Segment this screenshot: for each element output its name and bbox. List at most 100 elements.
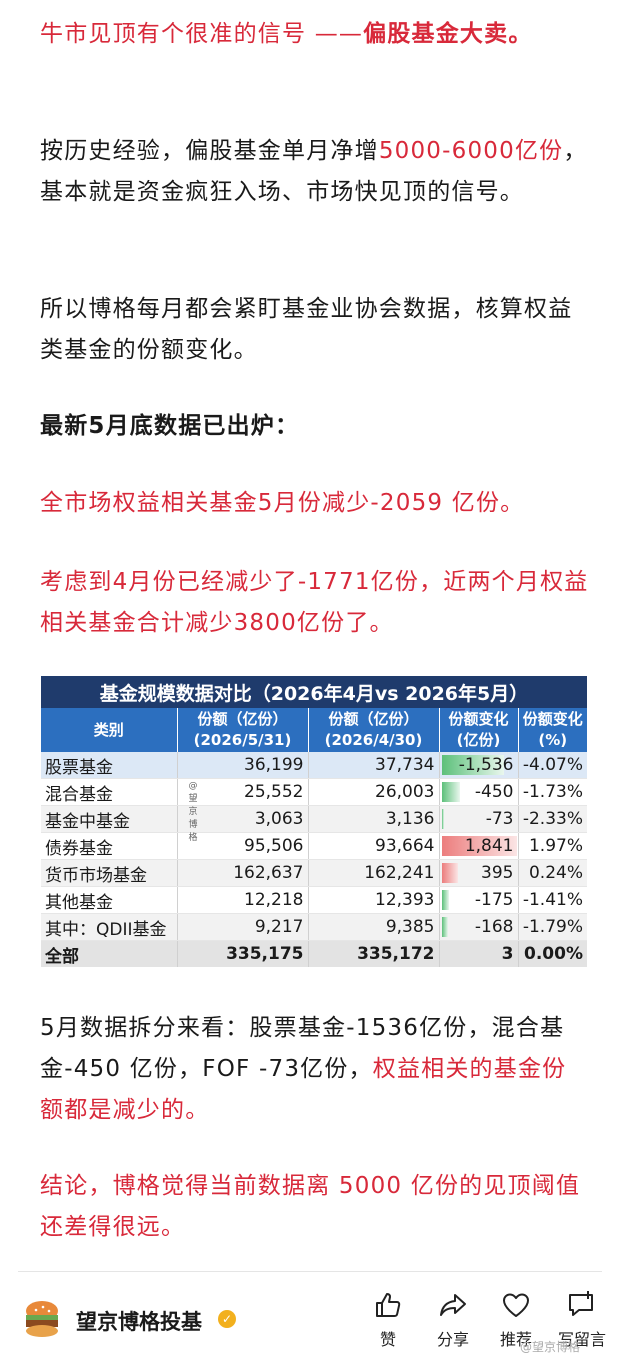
negative-bar <box>441 809 445 829</box>
table-row: 其中：QDII基金 9,217 9,385 -168 -1.79% <box>41 913 587 941</box>
cell-share-apr: 9,385 <box>308 913 440 941</box>
cell-change-abs: -1,536 <box>439 752 519 779</box>
share-button[interactable]: 分享 <box>423 1290 483 1350</box>
history-text-a: 按历史经验，偏股基金单月净增 <box>40 138 379 164</box>
cell-category: 其他基金 <box>41 886 178 914</box>
table-row: 股票基金 36,199 37,734 -1,536 -4.07% <box>41 752 587 779</box>
paragraph-breakdown: 5月数据拆分来看：股票基金-1536亿份，混合基金-450 亿份，FOF -73… <box>40 1008 590 1131</box>
cell-category: 全部 <box>41 940 178 967</box>
history-text-c: ，基本就是资金疯狂入场、市场快见顶的信号。 <box>40 138 588 205</box>
watermark-glyph: 京 <box>188 807 198 817</box>
header-share-apr: 份额（亿份）(2026/4/30) <box>308 708 440 752</box>
cell-share-may: 162,637 <box>177 859 309 887</box>
table-row: 其他基金 12,218 12,393 -175 -1.41% <box>41 886 587 914</box>
recommend-button[interactable]: 推荐 <box>486 1290 546 1350</box>
cell-change-pct: -1.41% <box>518 886 587 914</box>
cell-category: 基金中基金 <box>41 805 178 833</box>
heart-icon <box>503 1293 529 1317</box>
cell-share-apr: 162,241 <box>308 859 440 887</box>
cell-share-apr: 93,664 <box>308 832 440 860</box>
paragraph-monitor: 所以博格每月都会紧盯基金业协会数据，核算权益类基金的份额变化。 <box>40 296 573 363</box>
cell-share-apr: 335,172 <box>308 940 440 967</box>
weibo-watermark: @望京博格 <box>520 1340 581 1354</box>
paragraph-history: 按历史经验，偏股基金单月净增5000-6000亿份，基本就是资金疯狂入场、市场快… <box>40 131 590 213</box>
footer-divider <box>18 1271 602 1272</box>
change-value: 395 <box>481 863 514 883</box>
positive-bar <box>441 836 517 856</box>
cell-share-may: 9,217 <box>177 913 309 941</box>
change-value: -73 <box>485 809 514 829</box>
cell-change-abs: -175 <box>439 886 519 914</box>
cell-change-abs: 3 <box>439 940 519 967</box>
negative-bar <box>441 917 449 937</box>
headline-emphasis: 偏股基金大卖。 <box>363 21 533 47</box>
comment-label: 写留言 <box>557 1330 606 1349</box>
negative-bar <box>441 782 460 802</box>
watermark-glyph: 格 <box>188 833 198 843</box>
table-title: 基金规模数据对比（2026年4月vs 2026年5月） <box>41 676 587 708</box>
recommend-label: 推荐 <box>499 1330 532 1349</box>
cell-share-apr: 12,393 <box>308 886 440 914</box>
cell-category: 混合基金 <box>41 778 178 806</box>
like-button[interactable]: 赞 <box>358 1290 418 1350</box>
verified-badge-icon: ✓ <box>218 1310 236 1328</box>
cell-share-may: 3,063 <box>177 805 309 833</box>
negative-bar <box>441 890 449 910</box>
cell-change-abs: -73 <box>439 805 519 833</box>
change-value: -1,536 <box>458 755 514 775</box>
like-label: 赞 <box>379 1330 396 1349</box>
cell-change-abs: -450 <box>439 778 519 806</box>
cell-change-pct: 1.97% <box>518 832 587 860</box>
header-change-pct: 份额变化(%) <box>518 708 587 752</box>
cell-change-pct: 0.00% <box>518 940 587 967</box>
paragraph-headline: 牛市见顶有个很准的信号 ——偏股基金大卖。 <box>40 14 590 55</box>
change-value: 1,841 <box>464 836 514 856</box>
cell-category: 股票基金 <box>41 752 178 779</box>
author-name[interactable]: 望京博格投基 <box>76 1310 202 1334</box>
paragraph-market-total: 全市场权益相关基金5月份减少-2059 亿份。 <box>40 490 525 516</box>
paragraph-conclusion: 结论，博格觉得当前数据离 5000 亿份的见顶阈值还差得很远。 <box>40 1173 581 1240</box>
watermark-glyph: 望 <box>188 794 198 804</box>
paragraph-two-months: 考虑到4月份已经减少了-1771亿份，近两个月权益相关基金合计减少3800亿份了… <box>40 569 589 636</box>
paragraph-latest-heading: 最新5月底数据已出炉： <box>40 413 300 439</box>
cell-change-abs: 1,841 <box>439 832 519 860</box>
history-highlight: 5000-6000亿份 <box>378 138 564 164</box>
share-label: 分享 <box>436 1330 469 1349</box>
comment-add-icon <box>569 1291 593 1316</box>
cell-share-may: 36,199 <box>177 752 309 779</box>
cell-change-pct: -1.73% <box>518 778 587 806</box>
thumbs-up-icon <box>376 1293 401 1317</box>
cell-category: 债券基金 <box>41 832 178 860</box>
negative-bar <box>441 755 505 775</box>
header-share-may: 份额（亿份）(2026/5/31) <box>177 708 309 752</box>
change-value: -168 <box>474 917 514 937</box>
table-row: 债券基金 95,506 93,664 1,841 1.97% <box>41 832 587 860</box>
cell-change-pct: -4.07% <box>518 752 587 779</box>
breakdown-text: 5月数据拆分来看：股票基金-1536亿份，混合基金-450 亿份，FOF -73… <box>40 1015 565 1082</box>
table-row-total: 全部 335,175 335,172 3 0.00% <box>41 940 587 967</box>
cell-share-apr: 37,734 <box>308 752 440 779</box>
comment-button[interactable]: 写留言 <box>552 1290 612 1350</box>
header-change-abs: 份额变化(亿份) <box>439 708 519 752</box>
cell-share-may: 12,218 <box>177 886 309 914</box>
share-icon <box>440 1294 466 1316</box>
cell-change-abs: 395 <box>439 859 519 887</box>
cell-category: 其中：QDII基金 <box>41 913 178 941</box>
change-value: -175 <box>474 890 514 910</box>
cell-change-abs: -168 <box>439 913 519 941</box>
positive-bar <box>441 863 458 883</box>
cell-share-apr: 26,003 <box>308 778 440 806</box>
cell-change-pct: -2.33% <box>518 805 587 833</box>
table-row: 货币市场基金 162,637 162,241 395 0.24% <box>41 859 587 887</box>
author-avatar[interactable] <box>20 1297 64 1341</box>
table-row: 混合基金 25,552 26,003 -450 -1.73% <box>41 778 587 806</box>
watermark-glyph: 博 <box>188 820 198 830</box>
cell-change-pct: 0.24% <box>518 859 587 887</box>
breakdown-highlight: 权益相关的基金份额都是减少的。 <box>40 1056 567 1123</box>
cell-share-may: 95,506 <box>177 832 309 860</box>
fund-size-table: 基金规模数据对比（2026年4月vs 2026年5月） 类别 份额（亿份）(20… <box>41 676 587 967</box>
cell-share-apr: 3,136 <box>308 805 440 833</box>
headline-text: 牛市见顶有个很准的信号 —— <box>40 21 364 47</box>
cell-share-may: 25,552 <box>177 778 309 806</box>
cell-category: 货币市场基金 <box>41 859 178 887</box>
